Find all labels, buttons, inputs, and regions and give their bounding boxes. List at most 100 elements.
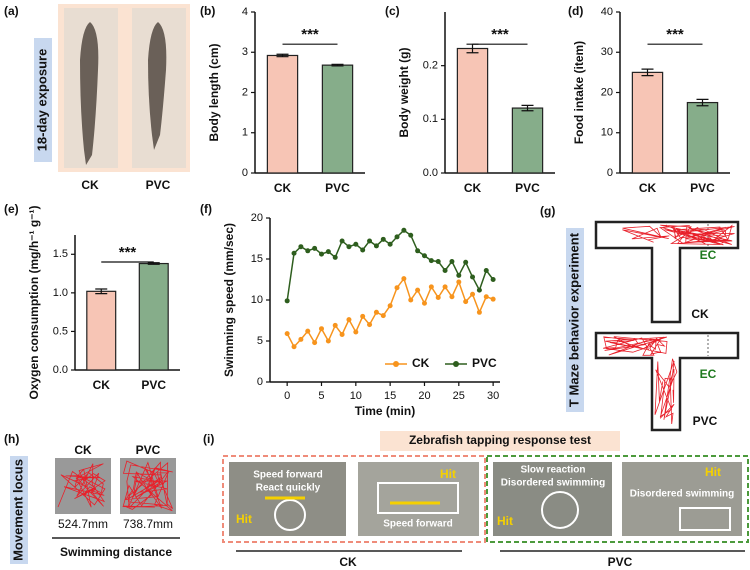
y-tick-label: 20 bbox=[601, 86, 613, 98]
x-axis-label: Time (min) bbox=[355, 404, 415, 418]
point bbox=[476, 287, 482, 293]
side-label: T Maze behavior experiment bbox=[566, 232, 581, 407]
title-box bbox=[380, 431, 620, 451]
trajectory bbox=[658, 224, 735, 246]
trajectory bbox=[603, 336, 668, 356]
y-tick-label: 15 bbox=[251, 253, 263, 265]
significance: *** bbox=[301, 26, 319, 43]
y-tick-label: 30 bbox=[601, 46, 613, 58]
point bbox=[490, 296, 496, 302]
point bbox=[332, 254, 338, 260]
point bbox=[284, 331, 290, 337]
caption: CK bbox=[81, 178, 99, 192]
point bbox=[456, 279, 462, 285]
point bbox=[428, 258, 434, 264]
point bbox=[463, 299, 469, 305]
series-line bbox=[286, 277, 494, 349]
bar bbox=[138, 262, 169, 371]
y-tick-label: 0 bbox=[242, 167, 248, 179]
panel-label: (a) bbox=[4, 4, 19, 18]
x-tick-label: PVC bbox=[690, 181, 715, 195]
y-tick-label: 0.1 bbox=[423, 113, 438, 125]
legend-marker bbox=[453, 361, 459, 367]
panel-label: (g) bbox=[540, 204, 555, 218]
photo-note: React quickly bbox=[256, 483, 321, 494]
legend-label: PVC bbox=[472, 356, 497, 370]
point bbox=[367, 322, 373, 328]
point bbox=[305, 328, 311, 334]
bar bbox=[511, 107, 544, 174]
point bbox=[367, 238, 373, 244]
point bbox=[435, 295, 441, 301]
caption: PVC bbox=[146, 178, 171, 192]
point bbox=[346, 244, 352, 250]
photo-note: Disordered swimming bbox=[501, 478, 605, 489]
x-tick-label: PVC bbox=[141, 378, 166, 392]
y-tick-label: 5 bbox=[257, 335, 263, 347]
x-tick-label: 5 bbox=[318, 390, 324, 402]
point bbox=[318, 251, 324, 257]
error-bar bbox=[147, 262, 160, 265]
highlight bbox=[377, 482, 459, 514]
point bbox=[353, 241, 359, 247]
point bbox=[380, 236, 386, 242]
photo-note: Slow reaction bbox=[520, 465, 585, 476]
photo bbox=[493, 462, 612, 536]
point bbox=[346, 317, 352, 323]
trajectory bbox=[57, 463, 106, 508]
significance: *** bbox=[666, 26, 684, 43]
point bbox=[394, 285, 400, 291]
photo-note: Hit bbox=[497, 514, 513, 528]
y-axis-label: Body length (cm) bbox=[207, 43, 221, 141]
zone-label: EC bbox=[700, 248, 717, 262]
error-bar bbox=[331, 63, 344, 67]
distance: 738.7mm bbox=[123, 517, 173, 531]
y-tick-label: 0.5 bbox=[53, 325, 68, 337]
point bbox=[428, 284, 434, 290]
error-bar bbox=[95, 288, 108, 295]
t-maze bbox=[594, 220, 740, 324]
trajectory bbox=[622, 225, 670, 243]
photo bbox=[622, 462, 742, 536]
point bbox=[408, 232, 414, 238]
panel-label: (h) bbox=[4, 432, 19, 446]
point bbox=[373, 243, 379, 249]
point bbox=[483, 267, 489, 273]
side-label-box bbox=[34, 38, 52, 162]
point bbox=[353, 329, 359, 335]
error-bar bbox=[641, 68, 654, 77]
point bbox=[463, 259, 469, 265]
group-label: CK bbox=[339, 555, 357, 569]
panel-label: (i) bbox=[203, 432, 214, 446]
panel-label: (e) bbox=[4, 202, 19, 216]
side-label-box bbox=[566, 228, 584, 412]
x-tick-label: 20 bbox=[418, 390, 430, 402]
x-tick-label: 30 bbox=[487, 390, 499, 402]
panel-label: (d) bbox=[568, 4, 583, 18]
trajectory bbox=[654, 358, 678, 425]
point bbox=[339, 238, 345, 244]
x-tick-label: 25 bbox=[453, 390, 465, 402]
error-bar bbox=[276, 53, 289, 58]
panel-title: Zebrafish tapping response test bbox=[409, 433, 591, 447]
y-tick-label: 10 bbox=[601, 127, 613, 139]
y-tick-label: 4 bbox=[242, 6, 248, 18]
distance: 524.7mm bbox=[58, 517, 108, 531]
y-tick-label: 10 bbox=[251, 294, 263, 306]
t-maze bbox=[594, 331, 740, 432]
y-tick-label: 1.0 bbox=[53, 287, 68, 299]
caption: CK bbox=[691, 307, 709, 321]
point bbox=[449, 258, 455, 264]
panel-label: (f) bbox=[200, 202, 212, 216]
significance: *** bbox=[491, 26, 509, 43]
error-bar bbox=[521, 104, 534, 112]
y-tick-label: 3 bbox=[242, 46, 248, 58]
group-box bbox=[222, 455, 486, 543]
y-axis-label: Oxygen consumption (mg/h⁻¹ g⁻¹) bbox=[27, 206, 41, 400]
photo-note: Hit bbox=[705, 465, 721, 479]
point bbox=[401, 276, 407, 282]
x-tick-label: CK bbox=[639, 181, 657, 195]
y-tick-label: 1.5 bbox=[53, 248, 68, 260]
point bbox=[332, 322, 338, 328]
x-tick-label: PVC bbox=[515, 181, 540, 195]
